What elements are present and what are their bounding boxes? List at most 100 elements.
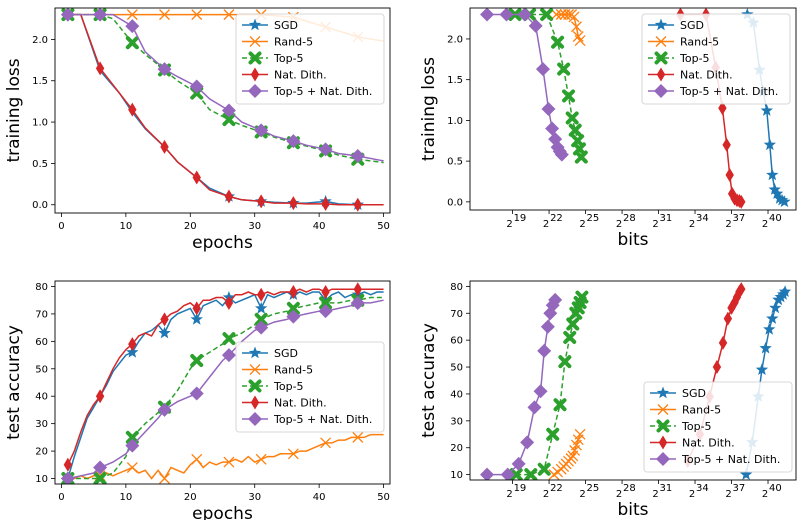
x-tick-label: 0 <box>58 221 64 232</box>
x-axis-label: bits <box>617 230 648 250</box>
x-tick-label: 2 <box>652 489 658 500</box>
legend-label: SGD <box>682 387 706 400</box>
x-tick-label: 40 <box>313 221 326 232</box>
y-axis-label: test accuracy <box>4 325 24 440</box>
y-tick-label: 70 <box>450 309 463 320</box>
y-tick-label: 40 <box>450 389 463 400</box>
series-layer <box>60 282 384 484</box>
x-tick-label: 2 <box>579 219 585 230</box>
x-tick-label: 0 <box>58 492 64 503</box>
legend-marker <box>655 36 667 47</box>
data-point-nat-dith <box>353 282 362 297</box>
x-tick-exponent: 40 <box>769 483 782 494</box>
legend-box <box>235 341 385 433</box>
data-point-nat-dith <box>256 194 266 209</box>
x-tick-label: 2 <box>689 219 695 230</box>
data-point-nat-dith <box>192 170 201 185</box>
x-tick-label: 2 <box>725 219 731 230</box>
data-point-top-5 <box>565 111 579 125</box>
legend-label: Nat. Dith. <box>274 397 327 410</box>
data-point-sgd <box>319 293 332 306</box>
data-point-top-5 <box>125 36 139 50</box>
data-point-nat-dith <box>353 197 362 212</box>
legend-label: Nat. Dith. <box>680 69 733 82</box>
legend-marker <box>654 18 668 31</box>
data-point-top-5 <box>524 468 538 480</box>
data-point-sgd <box>126 345 139 358</box>
y-tick-label: 80 <box>35 282 48 293</box>
legend-label: Rand-5 <box>274 364 313 377</box>
data-point-sgd <box>771 187 784 199</box>
data-point-top-5 <box>125 430 139 444</box>
data-point-nat-dith <box>289 196 298 211</box>
data-point-nat-dith <box>737 282 746 297</box>
legend-item-top-5-nat-dith: Top-5 + Nat. Dith. <box>650 452 780 466</box>
y-tick-label: 1.0 <box>447 116 463 127</box>
legend-item-sgd: SGD <box>650 386 706 400</box>
y-tick-label: 2.0 <box>447 34 463 45</box>
y-tick-label: 1.0 <box>32 118 48 129</box>
legend-label: Rand-5 <box>682 404 721 417</box>
data-point-top-5 <box>575 290 589 304</box>
data-point-top-5-nat-dith <box>254 123 269 138</box>
x-axis-label: epochs <box>192 233 253 253</box>
data-point-top-5-nat-dith <box>125 19 140 34</box>
data-point-top-5-nat-dith <box>157 62 172 77</box>
series-line-nat-dith <box>67 288 384 466</box>
x-tick-exponent: 34 <box>696 483 709 494</box>
x-tick-exponent: 25 <box>587 483 600 494</box>
data-point-sgd <box>773 192 786 204</box>
y-tick-label: 2.0 <box>32 35 48 46</box>
y-tick-label: 40 <box>35 392 48 403</box>
data-point-top-5-nat-dith <box>254 320 269 335</box>
legend-marker <box>654 51 668 65</box>
x-tick-exponent: 22 <box>550 483 563 494</box>
legend-item-sgd: SGD <box>242 18 298 32</box>
data-point-top-5-nat-dith <box>548 292 563 307</box>
x-tick-label: 50 <box>377 221 390 232</box>
legend-item-rand-5: Rand-5 <box>650 404 721 417</box>
legend-item-rand-5: Rand-5 <box>242 364 313 377</box>
data-point-top-5 <box>93 472 107 484</box>
x-tick-label: 2 <box>543 219 549 230</box>
y-tick-label: 0.5 <box>32 159 48 170</box>
data-point-sgd <box>768 183 781 195</box>
legend-marker <box>248 412 262 426</box>
data-point-nat-dith <box>722 137 731 152</box>
data-point-top-5-nat-dith <box>318 304 333 319</box>
data-point-nat-dith <box>95 389 105 404</box>
x-tick-exponent: 25 <box>587 213 600 224</box>
x-tick-exponent: 19 <box>514 213 527 224</box>
data-point-top-5 <box>222 113 236 127</box>
legend-marker <box>250 67 260 82</box>
y-tick-label: 0.0 <box>32 200 48 211</box>
data-point-top-5-nat-dith <box>318 142 333 157</box>
data-point-top-5-nat-dith <box>533 384 548 399</box>
legend-marker <box>656 452 670 466</box>
data-point-top-5-nat-dith <box>527 400 542 415</box>
data-point-top-5 <box>558 355 572 369</box>
y-tick-label: 1.5 <box>447 75 463 86</box>
data-point-rand-5 <box>570 21 582 33</box>
x-tick-exponent: 28 <box>623 483 636 494</box>
x-tick-label: 30 <box>248 221 261 232</box>
data-point-sgd <box>766 168 779 181</box>
legend-label: Top-5 + Nat. Dith. <box>273 85 372 98</box>
legend-marker <box>249 364 261 375</box>
data-point-top-5-nat-dith <box>554 147 569 162</box>
legend-marker <box>248 18 262 31</box>
legend-label: Top-5 <box>273 380 304 393</box>
axes-frame <box>469 280 797 481</box>
data-point-rand-5 <box>223 456 235 468</box>
y-axis-label: test accuracy <box>419 323 439 438</box>
data-point-top-5-nat-dith <box>189 386 204 401</box>
legend-marker <box>657 404 669 415</box>
legend-item-top-5: Top-5 <box>650 419 712 433</box>
data-point-top-5 <box>190 354 204 368</box>
x-tick-exponent: 31 <box>660 483 673 494</box>
chart-panel-3: 0 10 20 30 40 50 10 20 30 40 50 60 70 80 epochs test ac… <box>4 280 391 520</box>
data-point-sgd <box>255 301 268 314</box>
x-tick-label: 2 <box>506 219 512 230</box>
data-point-top-5 <box>286 301 300 315</box>
